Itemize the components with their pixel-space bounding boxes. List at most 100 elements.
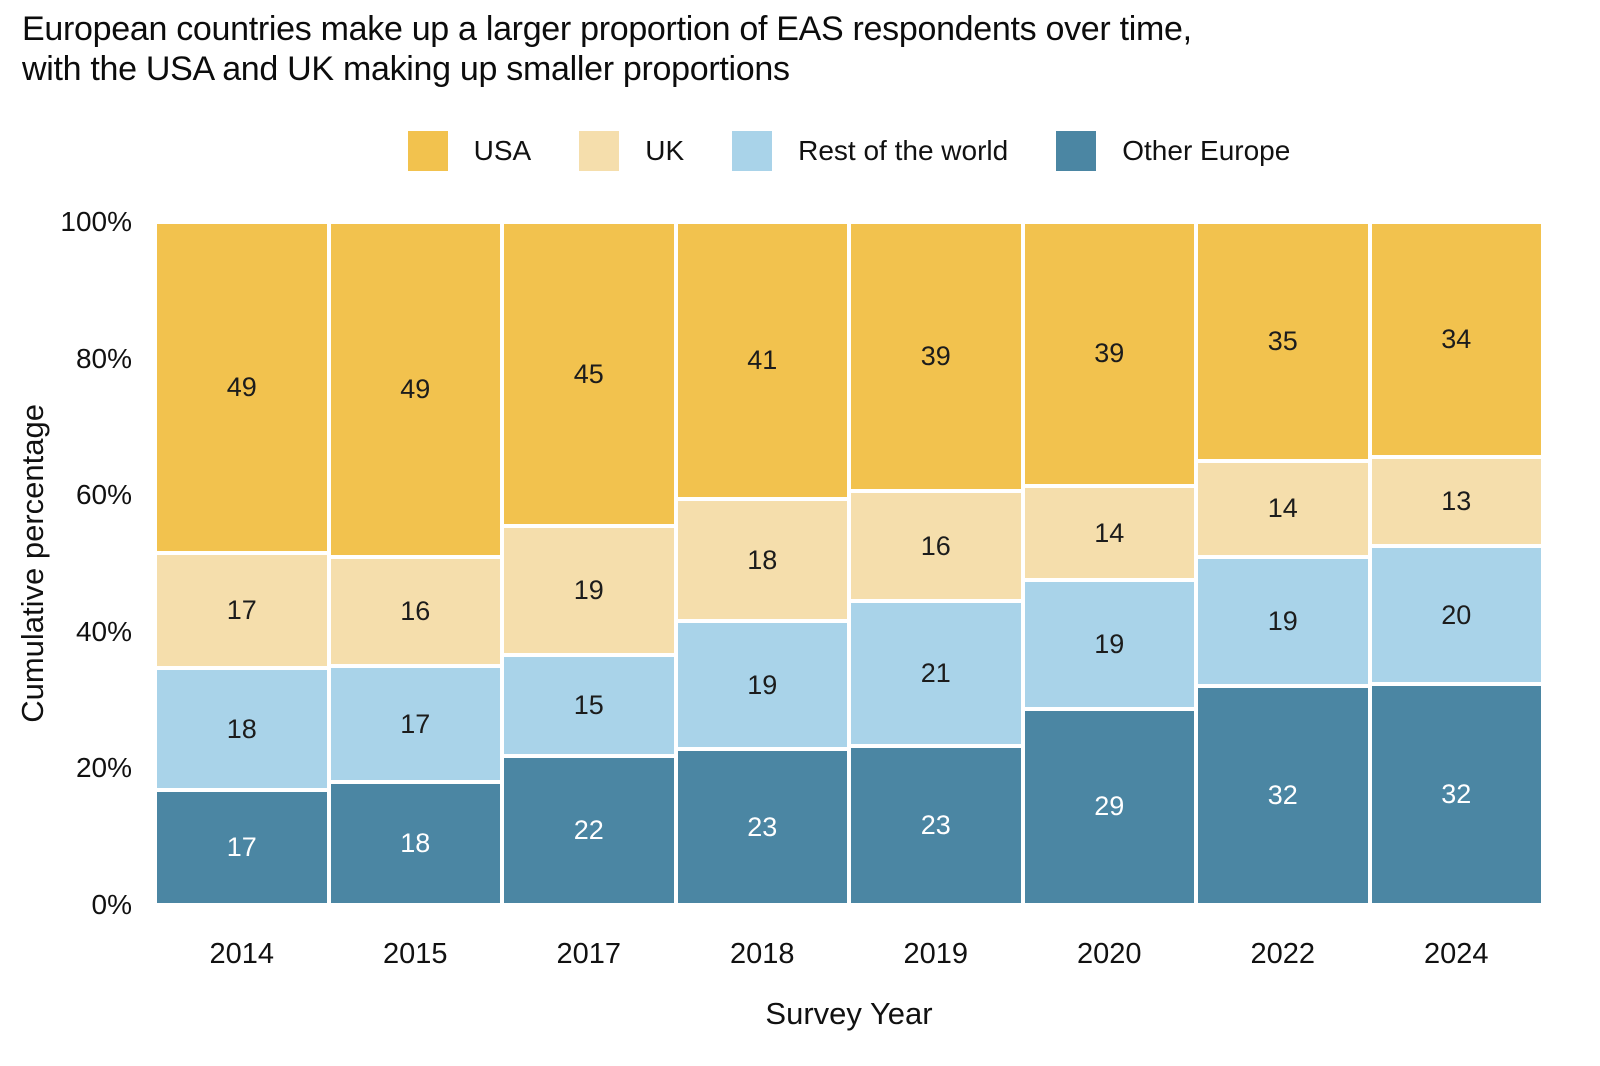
legend-item-other-europe: Other Europe: [1056, 131, 1290, 171]
segment-value-other-europe-2019: 23: [920, 810, 951, 841]
segment-rest-of-the-world-2018: 19: [675, 620, 849, 750]
segment-value-usa-2017: 45: [573, 358, 604, 389]
segment-uk-2024: 13: [1369, 456, 1543, 547]
legend: USA UK Rest of the world Other Europe: [155, 130, 1543, 172]
legend-key-usa: [407, 131, 448, 171]
y-axis-tick-labels: 0% 20% 40% 60% 80% 100%: [0, 206, 132, 920]
bar-2020: 29 19 14 39: [1022, 222, 1196, 905]
segment-rest-of-the-world-2015: 17: [328, 665, 502, 783]
segment-other-europe-2022: 32: [1196, 686, 1370, 905]
segment-value-rest-of-the-world-2020: 19: [1094, 629, 1125, 660]
bar-2019: 23 21 16 39: [849, 222, 1023, 905]
segment-uk-2014: 17: [155, 553, 329, 669]
segment-rest-of-the-world-2014: 18: [155, 668, 329, 791]
x-tick-2019: 2019: [903, 938, 969, 970]
segment-value-uk-2014: 17: [226, 595, 257, 626]
segment-value-usa-2022: 35: [1267, 326, 1298, 357]
segment-value-uk-2020: 14: [1094, 517, 1125, 548]
bar-2015: 18 17 16 49: [328, 222, 502, 905]
x-axis-tick-labels: 2014 2015 2017 2018 2019 2020 2022 2024: [155, 938, 1543, 974]
segment-value-rest-of-the-world-2018: 19: [747, 669, 778, 700]
x-axis-title: Survey Year: [765, 996, 933, 1031]
segment-value-uk-2017: 19: [573, 575, 604, 606]
segment-value-other-europe-2022: 32: [1267, 780, 1298, 811]
legend-label-other-europe: Other Europe: [1122, 135, 1291, 166]
legend-item-usa: USA: [407, 131, 532, 171]
segment-value-usa-2024: 34: [1441, 323, 1472, 354]
chart-title-line2: with the USA and UK making up smaller pr…: [22, 49, 790, 88]
segment-rest-of-the-world-2017: 15: [502, 654, 676, 757]
bar-2014: 17 18 17 49: [155, 222, 329, 905]
segment-value-rest-of-the-world-2017: 15: [573, 690, 604, 721]
segment-value-usa-2019: 39: [920, 341, 951, 372]
segment-value-other-europe-2020: 29: [1094, 791, 1125, 822]
segment-value-rest-of-the-world-2019: 21: [920, 658, 951, 689]
segment-uk-2022: 14: [1196, 461, 1370, 557]
segment-value-uk-2022: 14: [1267, 493, 1298, 524]
legend-label-rest-of-the-world: Rest of the world: [798, 135, 1009, 166]
segment-other-europe-2014: 17: [155, 790, 329, 905]
segment-value-usa-2020: 39: [1094, 338, 1125, 369]
y-tick-60: 60%: [75, 479, 132, 511]
legend-label-uk: UK: [645, 135, 685, 166]
legend-key-uk: [579, 131, 620, 171]
segment-value-usa-2014: 49: [226, 372, 257, 403]
segment-value-other-europe-2017: 22: [573, 815, 604, 846]
segment-usa-2019: 39: [849, 222, 1023, 492]
segment-usa-2014: 49: [155, 222, 329, 554]
bar-2017: 22 15 19 45: [502, 222, 676, 905]
plot-area: 17 18 17 49 18 17 16 49 22 15 19 45 23 19 18 41 23 21 16 39…: [155, 222, 1543, 905]
segment-value-uk-2019: 16: [920, 530, 951, 561]
segment-other-europe-2018: 23: [675, 749, 849, 905]
segment-uk-2017: 19: [502, 526, 676, 655]
segment-rest-of-the-world-2019: 21: [849, 601, 1023, 747]
segment-uk-2015: 16: [328, 556, 502, 666]
legend-item-rest-of-the-world: Rest of the world: [732, 131, 1008, 171]
segment-usa-2020: 39: [1022, 222, 1196, 486]
x-tick-2024: 2024: [1423, 938, 1489, 970]
x-tick-2014: 2014: [209, 938, 275, 970]
legend-key-other-europe: [1056, 131, 1097, 171]
y-tick-40: 40%: [75, 615, 132, 647]
segment-usa-2015: 49: [328, 222, 502, 557]
segment-usa-2017: 45: [502, 222, 676, 527]
segment-usa-2022: 35: [1196, 222, 1370, 462]
y-tick-20: 20%: [75, 752, 132, 784]
segment-other-europe-2019: 23: [849, 746, 1023, 905]
segment-value-uk-2024: 13: [1441, 485, 1472, 516]
segment-rest-of-the-world-2024: 20: [1369, 546, 1543, 685]
segment-value-usa-2015: 49: [400, 373, 431, 404]
segment-uk-2020: 14: [1022, 485, 1196, 581]
segment-usa-2018: 41: [675, 222, 849, 500]
segment-value-rest-of-the-world-2022: 19: [1267, 606, 1298, 637]
segment-uk-2018: 18: [675, 499, 849, 621]
legend-item-uk: UK: [579, 131, 684, 171]
segment-value-usa-2018: 41: [747, 345, 778, 376]
chart-title-line1: European countries make up a larger prop…: [22, 10, 1192, 48]
segment-rest-of-the-world-2022: 19: [1196, 556, 1370, 687]
legend-label-usa: USA: [473, 135, 532, 166]
segment-value-rest-of-the-world-2024: 20: [1441, 599, 1472, 630]
y-tick-80: 80%: [75, 342, 132, 374]
legend-key-rest-of-the-world: [732, 131, 773, 171]
bar-2018: 23 19 18 41: [675, 222, 849, 905]
x-tick-2022: 2022: [1250, 938, 1316, 970]
segment-uk-2019: 16: [849, 491, 1023, 602]
segment-value-other-europe-2018: 23: [747, 811, 778, 842]
y-tick-0: 0%: [91, 889, 132, 920]
segment-other-europe-2015: 18: [328, 782, 502, 905]
segment-value-other-europe-2015: 18: [400, 828, 431, 859]
x-tick-2020: 2020: [1076, 938, 1142, 970]
segment-rest-of-the-world-2020: 19: [1022, 580, 1196, 709]
segment-usa-2024: 34: [1369, 222, 1543, 457]
segment-other-europe-2020: 29: [1022, 708, 1196, 905]
segment-value-other-europe-2024: 32: [1441, 779, 1472, 810]
segment-other-europe-2024: 32: [1369, 684, 1543, 905]
x-tick-2017: 2017: [556, 938, 622, 970]
x-tick-2015: 2015: [382, 938, 448, 970]
bar-2024: 32 20 13 34: [1369, 222, 1543, 905]
bar-2022: 32 19 14 35: [1196, 222, 1370, 905]
segment-other-europe-2017: 22: [502, 756, 676, 905]
chart-title: European countries make up a larger prop…: [22, 10, 1192, 90]
